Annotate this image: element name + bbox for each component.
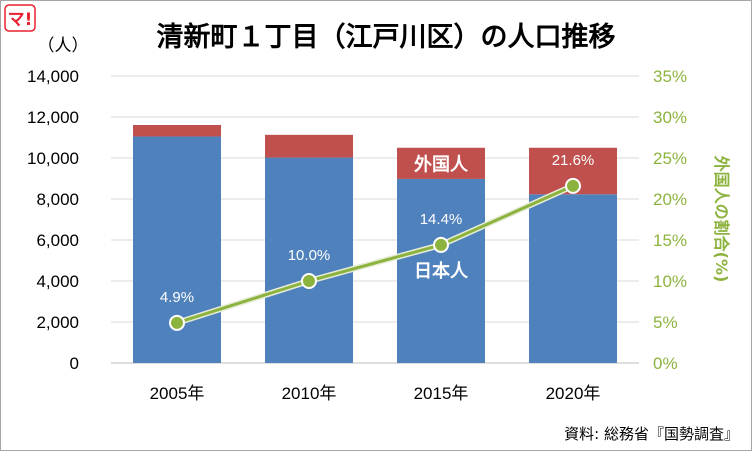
right-tick-label: 35% xyxy=(653,67,687,86)
logo-group: マ! xyxy=(4,4,36,32)
y-tick-label: 4,000 xyxy=(36,272,79,291)
ratio-point xyxy=(301,273,317,289)
chart-title: 清新町１丁目（江戸川区）の人口推移 xyxy=(157,21,616,53)
ratio-data-label: 14.4% xyxy=(420,211,463,228)
bar-foreign xyxy=(397,147,485,179)
ratio-point xyxy=(433,236,449,253)
y-tick-label: 8,000 xyxy=(36,190,79,209)
plot-area: 0 2,000 4,000 6,000 8,000 10,000 12,000 14,000 0… xyxy=(27,67,687,403)
ratio-point xyxy=(565,177,581,194)
bar-japanese xyxy=(265,157,353,363)
ratio-data-label: 4.9% xyxy=(160,289,194,306)
right-tick-label: 15% xyxy=(653,231,687,250)
y-tick-label: 12,000 xyxy=(27,108,79,127)
bar-japanese xyxy=(397,178,485,363)
x-tick-label: 2005年 xyxy=(150,384,205,403)
x-tick-label: 2020年 xyxy=(546,384,601,403)
bar-japanese xyxy=(529,194,617,363)
bar-foreign xyxy=(133,124,221,137)
right-tick-label: 0% xyxy=(653,354,678,373)
y-tick-label: 14,000 xyxy=(27,67,79,86)
right-tick-label: 20% xyxy=(653,190,687,209)
ratio-line xyxy=(176,184,574,325)
logo-mark: マ! xyxy=(8,10,33,30)
right-tick-label: 30% xyxy=(653,108,687,127)
ratio-data-label: 21.6% xyxy=(552,152,595,169)
right-axis-label: 外国人の割合(%) xyxy=(712,155,731,283)
right-tick-label: 25% xyxy=(653,149,687,168)
y-tick-label: 0 xyxy=(70,354,79,373)
y-axis-unit-label: （人） xyxy=(38,36,89,56)
x-tick-label: 2015年 xyxy=(414,384,469,403)
logo-badge xyxy=(4,4,36,32)
y-tick-label: 6,000 xyxy=(36,231,79,250)
source-note: 資料: 総務省『国勢調査』 xyxy=(564,425,739,443)
right-tick-label: 5% xyxy=(653,313,678,332)
ratio-point xyxy=(169,314,185,331)
series-label-japanese: 日本人 xyxy=(414,260,469,282)
ratio-line-glow xyxy=(176,183,575,326)
ratio-data-label: 10.0% xyxy=(288,247,331,264)
right-tick-label: 10% xyxy=(653,272,687,291)
y-tick-label: 2,000 xyxy=(36,313,79,332)
series-label-foreign: 外国人 xyxy=(414,153,469,175)
x-tick-label: 2010年 xyxy=(282,384,337,403)
y-tick-label: 10,000 xyxy=(27,149,79,168)
bar-foreign xyxy=(265,134,353,158)
